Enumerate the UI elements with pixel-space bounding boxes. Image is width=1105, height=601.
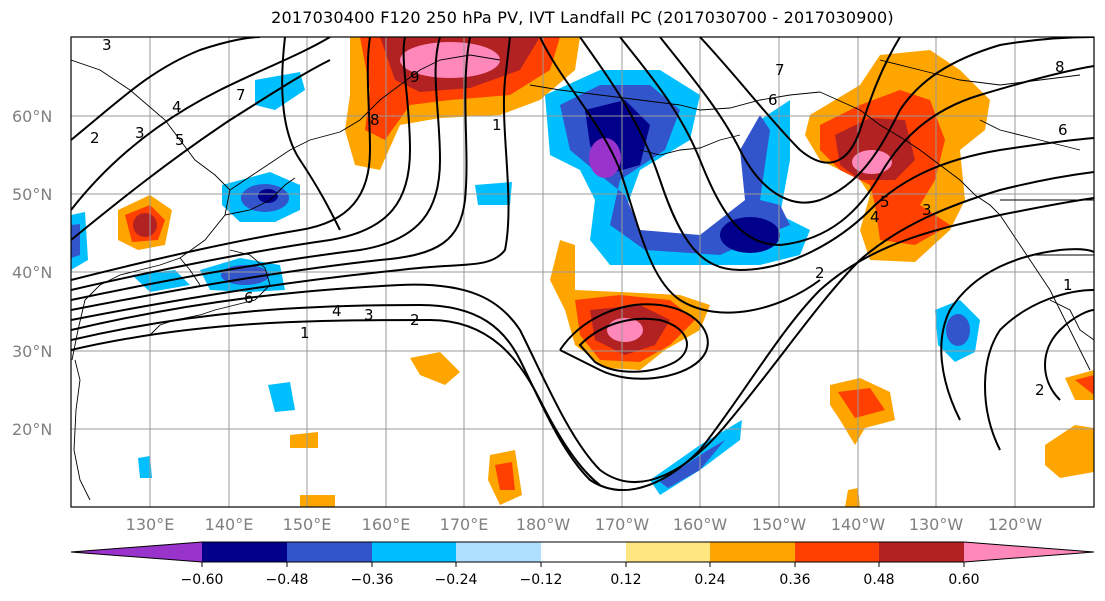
contour-label: 8 [1055,58,1065,76]
lon-label: 160°E [362,515,411,534]
colorbar-segment [372,542,456,562]
colorbar-segment [795,542,879,562]
contour-label: 2 [410,311,420,329]
contour-labels: 3 2 3 4 5 7 6 8 6 1 4 3 2 1 9 8 7 6 5 4 … [90,36,1073,399]
lat-label: 50°N [12,185,52,204]
lon-label: 140°W [831,515,886,534]
colorbar-ticks: −0.60 −0.48 −0.36 −0.24 −0.12 0.12 0.24 … [181,562,980,588]
lat-label: 20°N [12,420,52,439]
colorbar-segment [879,542,964,562]
contour-label: 6 [768,91,778,109]
contour-label: 5 [175,131,185,149]
longitude-labels: 130°E 140°E 150°E 160°E 170°E 180°W 170°… [126,515,1043,534]
colorbar-tick-label: −0.60 [181,572,224,588]
contour-label: 2 [90,129,100,147]
contour-label: 1 [300,324,310,342]
colorbar-tick-label: 0.48 [863,572,894,588]
contour-label: 8 [370,111,380,129]
contour-label: 3 [922,201,932,219]
lon-label: 160°W [673,515,728,534]
lon-label: 140°E [205,515,254,534]
contour-label: 4 [870,208,880,226]
colorbar-segment [456,542,541,562]
contour-label: 3 [102,36,112,54]
contour-label: 1 [1063,276,1073,294]
pv-contours [71,37,1094,491]
lon-label: 180°W [516,515,571,534]
colorbar-segment [202,542,287,562]
colorbar-tick-label: −0.36 [351,572,394,588]
colorbar-segment [710,542,795,562]
colorbar-tick-label: 0.24 [694,572,725,588]
gridlines [71,37,1094,507]
lat-label: 30°N [12,342,52,361]
contour-label: 3 [364,306,374,324]
lon-label: 150°E [283,515,332,534]
contour-label: 2 [1035,381,1045,399]
lon-label: 130°E [126,515,175,534]
colorbar-tick-label: 0.60 [948,572,979,588]
colorbar-segment [964,542,1094,562]
contour-label: 4 [172,98,182,116]
colorbar-segment [71,542,202,562]
colorbar-segment [626,542,710,562]
latitude-labels: 60°N 50°N 40°N 30°N 20°N [12,107,52,439]
colorbar-tick-label: 0.12 [610,572,641,588]
colorbar-tick-label: −0.12 [520,572,563,588]
contour-label: 7 [775,61,785,79]
colorbar-tick-label: 0.36 [779,572,810,588]
colorbar-segment [287,542,372,562]
lat-label: 40°N [12,263,52,282]
colorbar-tick-label: −0.24 [435,572,478,588]
contour-label: 6 [244,289,254,307]
map-content: 3 2 3 4 5 7 6 8 6 1 4 3 2 1 9 8 7 6 5 4 … [71,36,1094,507]
map-title: 2017030400 F120 250 hPa PV, IVT Landfall… [271,8,894,27]
lon-label: 120°W [988,515,1043,534]
contour-label: 5 [880,193,890,211]
colorbar [70,541,1095,563]
contour-label: 7 [236,86,246,104]
lon-label: 170°E [440,515,489,534]
map-frame [70,36,1095,508]
colorbar-tick-label: −0.48 [266,572,309,588]
lon-label: 130°W [909,515,964,534]
colorbar-segment [541,542,626,562]
lat-label: 60°N [12,107,52,126]
contour-label: 1 [492,116,502,134]
contour-label: 9 [410,68,420,86]
lon-label: 170°W [595,515,650,534]
contour-label: 3 [135,124,145,142]
lon-label: 150°W [752,515,807,534]
contour-label: 4 [332,302,342,320]
contour-label: 2 [815,264,825,282]
contour-label: 6 [1058,121,1068,139]
